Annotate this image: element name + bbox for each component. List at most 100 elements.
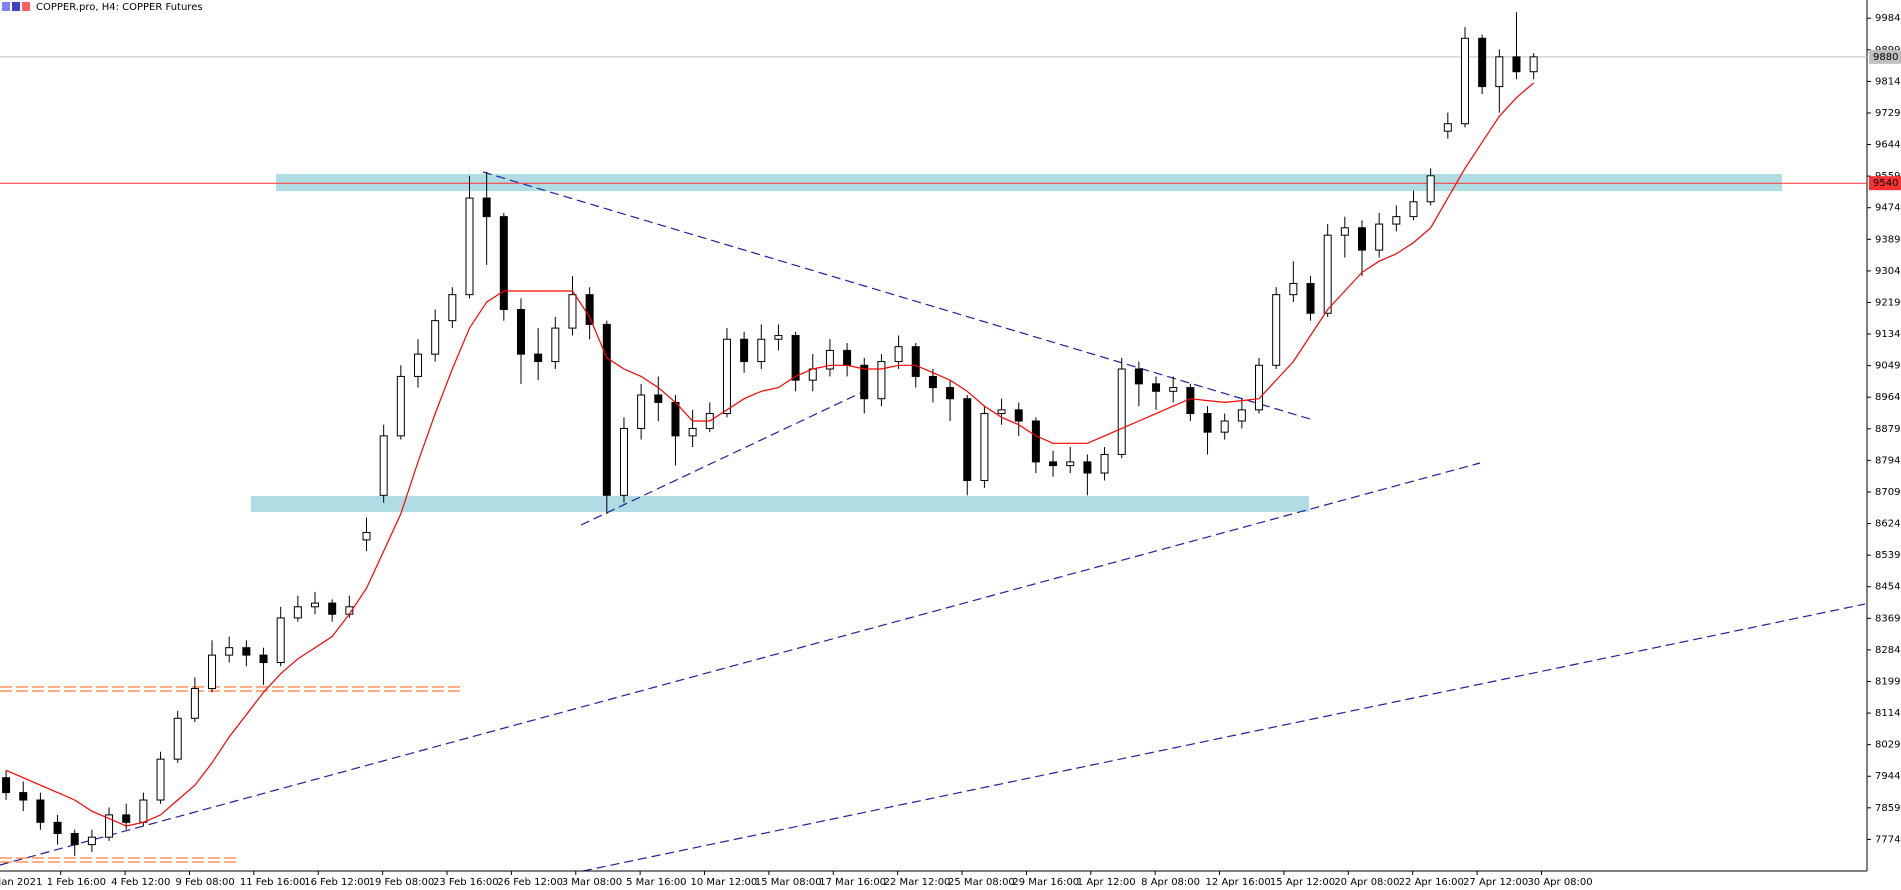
y-tick-label: 8284 [1875, 645, 1900, 656]
dashed-levels [0, 686, 462, 863]
candle-body [1392, 216, 1401, 225]
x-tick-label: 25 Mar 08:00 [948, 877, 1015, 888]
candle-body [1426, 175, 1435, 203]
y-tick-label: 9134 [1875, 329, 1900, 340]
y-tick-label: 9474 [1875, 203, 1900, 214]
candle-body [259, 654, 268, 664]
x-tick-label: 19 Feb 08:00 [369, 877, 435, 888]
candle-body [877, 361, 886, 400]
y-tick-label: 8199 [1875, 676, 1900, 687]
candle-body [362, 531, 371, 541]
y-tick-label: 9729 [1875, 108, 1900, 119]
candle-body [431, 320, 440, 355]
candle-body [1117, 368, 1126, 455]
trend-line [582, 603, 1866, 872]
candle-body [1512, 56, 1521, 73]
x-tick-label: 15 Apr 12:00 [1270, 877, 1335, 888]
candle-body [1409, 201, 1418, 218]
candle-body [328, 602, 337, 615]
trend-line [482, 171, 1311, 420]
x-tick-label: 16 Feb 12:00 [304, 877, 370, 888]
candle-body [654, 394, 663, 403]
y-tick-label: 9984 [1875, 13, 1900, 24]
x-tick-label: 22 Mar 12:00 [884, 877, 951, 888]
x-tick-label: 22 Apr 16:00 [1399, 877, 1464, 888]
x-tick-label: 27 Apr 12:00 [1463, 877, 1528, 888]
y-tick-label: 8964 [1875, 392, 1900, 403]
y-tick-label: 9219 [1875, 297, 1900, 308]
candle-body [122, 814, 131, 823]
moving-average [5, 82, 1534, 827]
candle-body [946, 387, 955, 400]
x-tick-label: 5 Mar 16:00 [626, 877, 686, 888]
x-tick-label: 17 Mar 16:00 [819, 877, 886, 888]
candle-body [551, 327, 560, 363]
candle-body [1169, 387, 1178, 392]
candle-body [1272, 294, 1281, 366]
candle-body [825, 349, 834, 370]
candle-body [173, 717, 182, 760]
candle-body [156, 758, 165, 801]
candle-body [1358, 227, 1367, 251]
candle-body [105, 814, 114, 838]
candle-body [1152, 383, 1161, 392]
y-tick-label: 8879 [1875, 424, 1900, 435]
candle-body [465, 197, 474, 296]
price-label: 9540 [1873, 178, 1898, 189]
x-tick-label: 12 Apr 16:00 [1206, 877, 1271, 888]
chart-title: COPPER.pro, H4: COPPER Futures [36, 2, 203, 13]
x-tick-label: 4 Feb 12:00 [111, 877, 170, 888]
y-tick-label: 9049 [1875, 361, 1900, 372]
candle-body [36, 799, 45, 823]
candle-body [1049, 461, 1058, 467]
candle-body [1495, 56, 1504, 88]
candle-body [53, 821, 62, 834]
y-tick-label: 8624 [1875, 519, 1900, 530]
x-tick-label: 28 Jan 2021 [0, 877, 42, 888]
candle-body [860, 364, 869, 400]
price-label-box [1869, 176, 1901, 191]
y-tick-label: 8794 [1875, 455, 1900, 466]
candle-body [70, 832, 79, 846]
y-tick-label: 9814 [1875, 76, 1900, 87]
candle-body [619, 427, 628, 496]
candle-body [980, 413, 989, 481]
candle-body [1460, 37, 1469, 125]
candle-body [225, 647, 234, 656]
y-tick-label: 7859 [1875, 803, 1900, 814]
y-tick-label: 9389 [1875, 234, 1900, 245]
x-tick-label: 9 Feb 08:00 [175, 877, 234, 888]
candle-body [1100, 453, 1109, 474]
candle-body [671, 401, 680, 437]
candle-body [276, 617, 285, 664]
y-tick-label: 8539 [1875, 550, 1900, 561]
candle-body [534, 353, 543, 363]
candle-body [139, 799, 148, 823]
candle-body [757, 338, 766, 363]
y-tick-label: 7774 [1875, 834, 1900, 845]
y-tick-label: 8114 [1875, 708, 1900, 719]
candle-body [311, 602, 320, 608]
candle-body [911, 346, 920, 377]
candle-body [1255, 364, 1264, 411]
y-tick-label: 9644 [1875, 140, 1900, 151]
candle-body [928, 375, 937, 389]
candle-body [637, 394, 646, 429]
candle-body [448, 294, 457, 322]
x-tick-label: 11 Feb 16:00 [240, 877, 306, 888]
x-tick-label: 8 Apr 08:00 [1141, 877, 1200, 888]
trend-line [580, 388, 870, 526]
candle-body [1289, 283, 1298, 296]
candle-body [414, 353, 423, 377]
x-tick-label: 1 Feb 16:00 [47, 877, 106, 888]
symbol-icon [2, 2, 30, 11]
candle-body [740, 338, 749, 363]
candle-body [1443, 123, 1452, 132]
candle-body [568, 294, 577, 329]
resistance-zone [276, 174, 1782, 191]
price-label: 9880 [1873, 52, 1898, 63]
candle-body [843, 349, 852, 366]
candle-body [482, 197, 491, 218]
candle-body [190, 688, 199, 719]
